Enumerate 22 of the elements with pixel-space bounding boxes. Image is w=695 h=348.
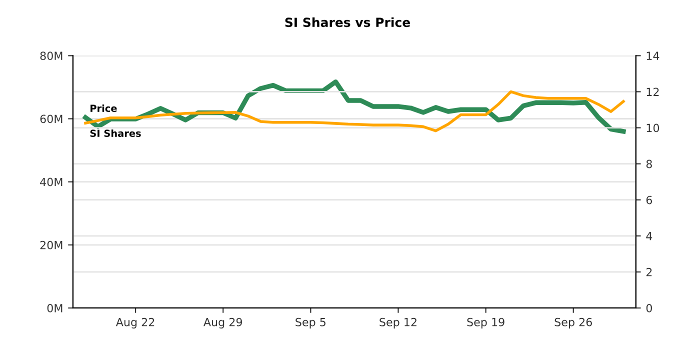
y2-tick-label: 8 [646, 160, 652, 168]
chart-title: SI Shares vs Price [285, 17, 410, 28]
y2-tick-label: 10 [646, 124, 660, 132]
y-tick-label: 60M [40, 114, 62, 124]
x-tick-label: Sep 19 [467, 318, 504, 328]
y2-tick-label: 2 [646, 268, 652, 276]
x-tick-label: Sep 5 [296, 318, 326, 328]
series-label: Price [90, 104, 117, 112]
y-tick-label: 40M [40, 178, 62, 186]
y2-tick-label: 6 [646, 196, 652, 204]
y2-tick-label: 0 [646, 304, 652, 312]
y2-tick-label: 14 [646, 52, 660, 60]
y2-tick-label: 4 [646, 232, 652, 240]
y-tick-label: 0M [47, 304, 62, 312]
x-tick-label: Sep 26 [554, 318, 592, 328]
x-tick-label: Aug 22 [116, 318, 154, 328]
series-label: SI Shares [90, 129, 141, 137]
y-tick-label: 80M [40, 52, 62, 60]
y-tick-label: 20M [40, 240, 62, 250]
x-tick-label: Aug 29 [204, 318, 242, 328]
y2-tick-label: 12 [646, 88, 659, 96]
x-tick-label: Sep 12 [380, 318, 416, 328]
